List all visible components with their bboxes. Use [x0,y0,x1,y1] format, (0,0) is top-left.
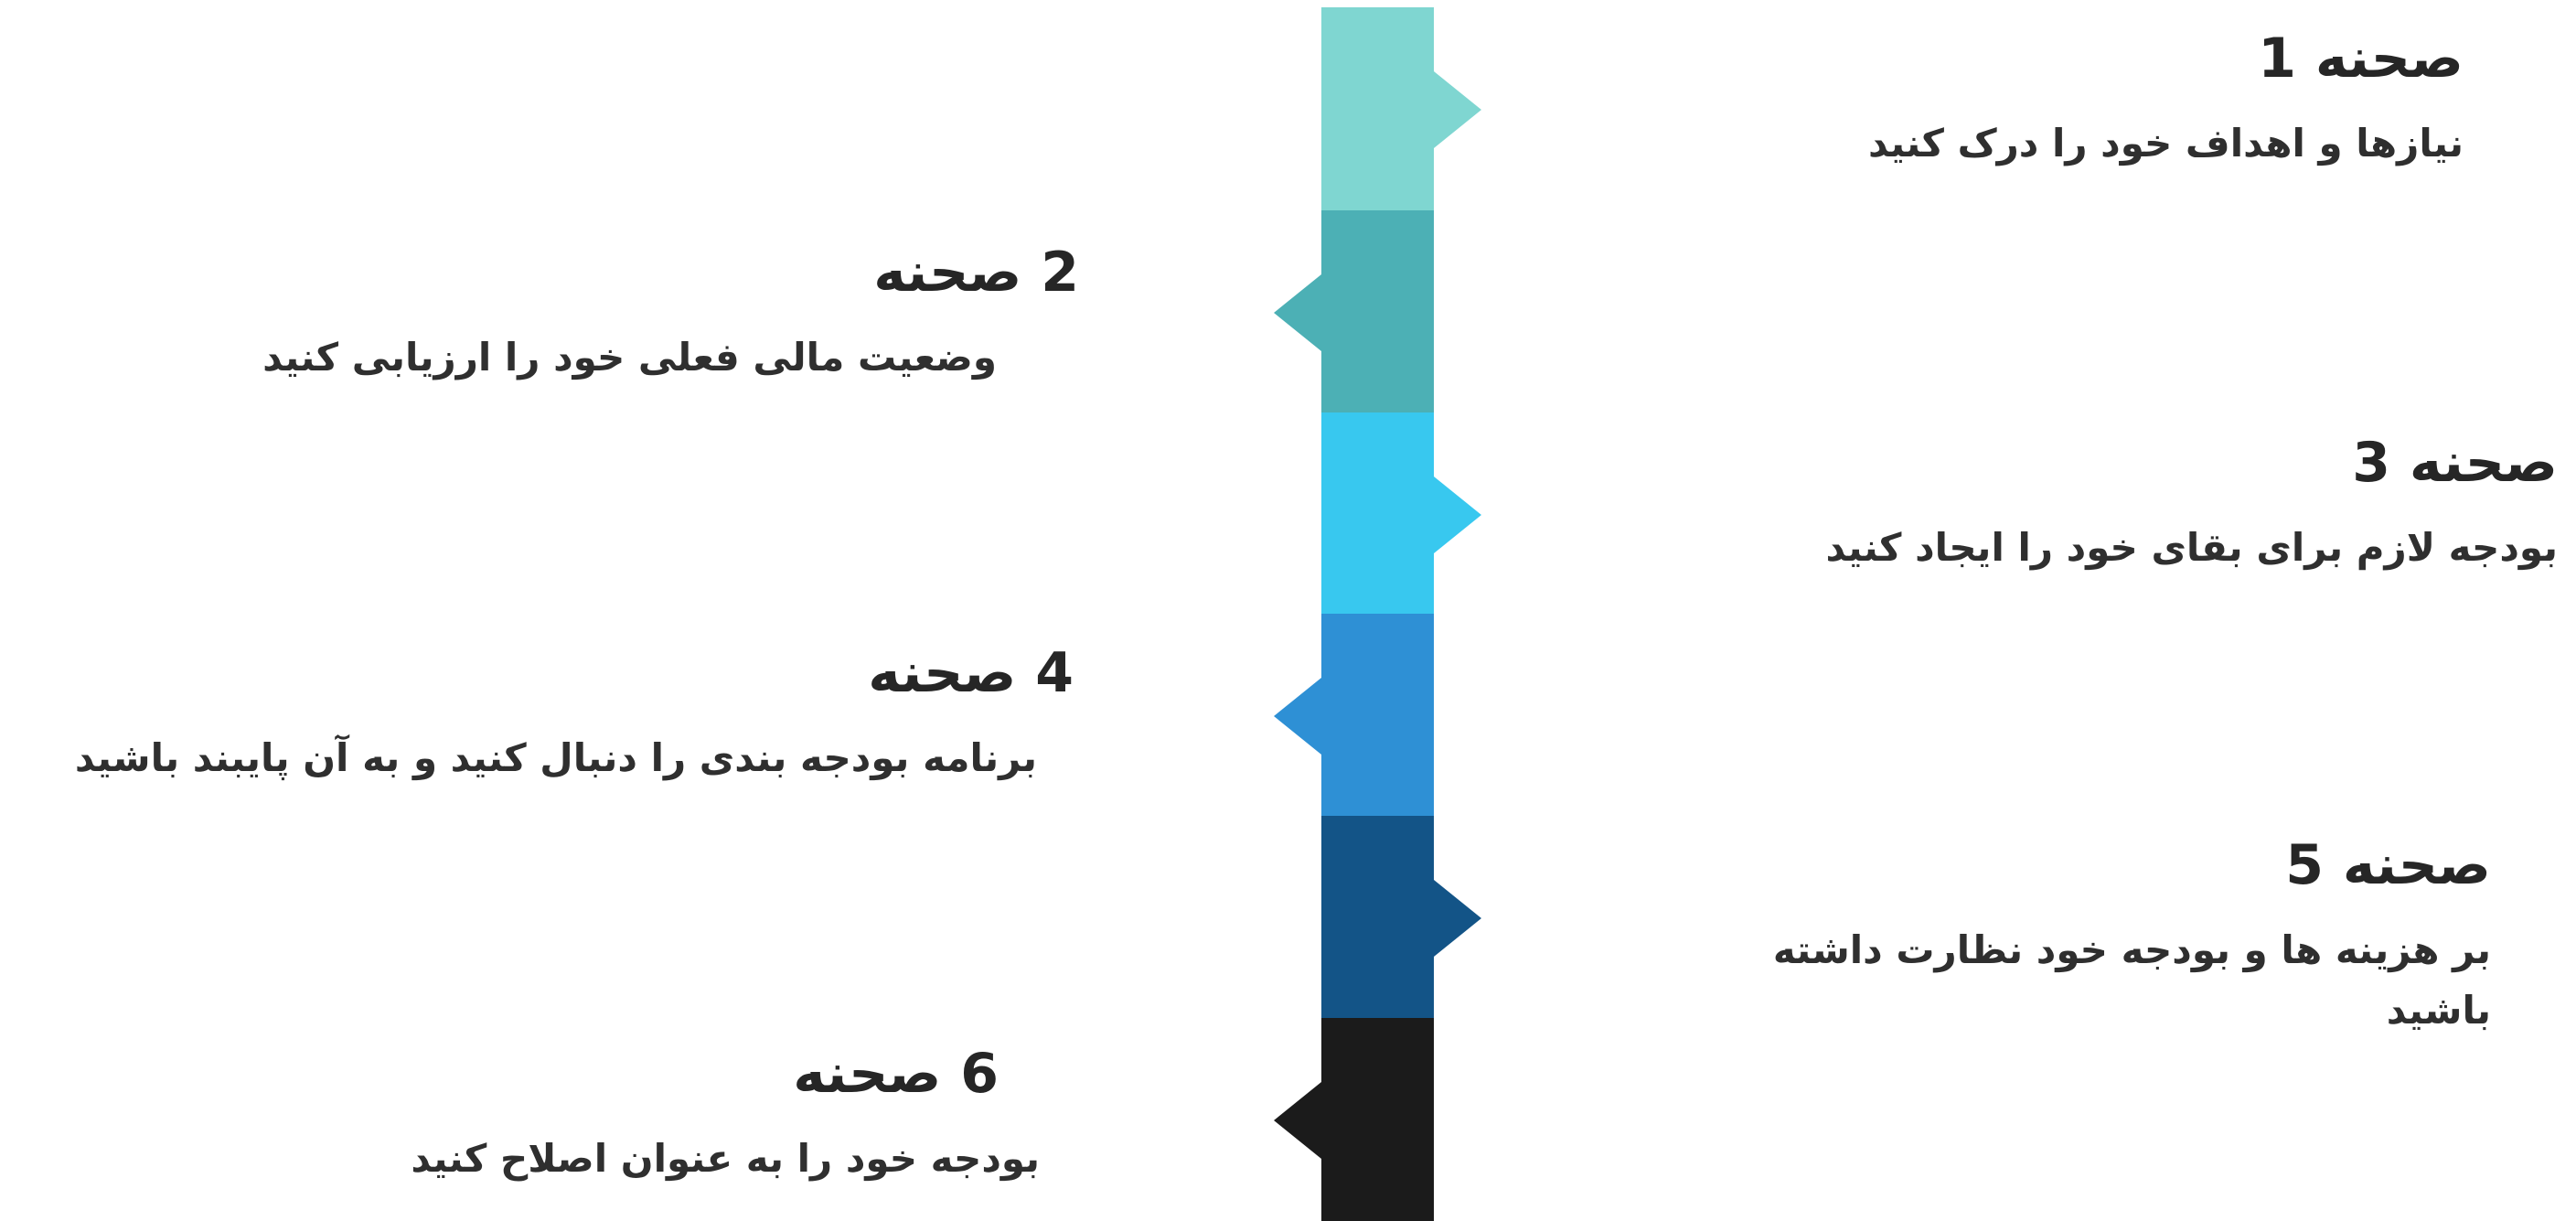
stage-description: نیازها و اهداف خود را درک کنید [1868,121,2464,166]
stage-2: 2 صحنه وضعیت مالی فعلی خود را ارزیابی کن… [55,240,1079,388]
stage-title: 4 صحنه [868,641,1074,705]
stage-4: 4 صحنه برنامه بودجه بندی را دنبال کنید و… [0,640,1074,788]
timeline-segment-2 [1274,210,1434,412]
timeline-segment-1 [1321,7,1481,210]
stage-title: صحنه 5 [2285,833,2491,897]
stage-title: صحنه 3 [2352,431,2558,495]
stage-5: صحنه 5 بر هزینه ها و بودجه خود نظارت داش… [1741,832,2491,1041]
stage-description: برنامه بودجه بندی را دنبال کنید و به آن … [74,735,1037,780]
stage-description: بودجه خود را به عنوان اصلاح کنید [411,1136,1040,1181]
timeline-segment-3 [1321,412,1481,614]
stage-3: صحنه 3 بودجه لازم برای بقای خود را ایجاد… [1808,430,2558,578]
stage-1: صحنه 1 نیازها و اهداف خود را درک کنید [1823,26,2464,174]
stage-description: بودجه لازم برای بقای خود را ایجاد کنید [1825,525,2558,570]
stage-title: 6 صحنه [793,1042,999,1106]
stage-title: 2 صحنه [873,241,1079,305]
timeline-segment-5 [1321,816,1481,1018]
stage-description: بر هزینه ها و بودجه خود نظارت داشته باشی… [1772,927,2491,1033]
stage-description: وضعیت مالی فعلی خود را ارزیابی کنید [262,335,997,380]
stage-6: 6 صحنه بودجه خود را به عنوان اصلاح کنید [34,1041,1040,1189]
stage-title: صحنه 1 [2258,27,2464,91]
timeline-segment-4 [1274,614,1434,816]
timeline-segment-6 [1274,1018,1434,1221]
